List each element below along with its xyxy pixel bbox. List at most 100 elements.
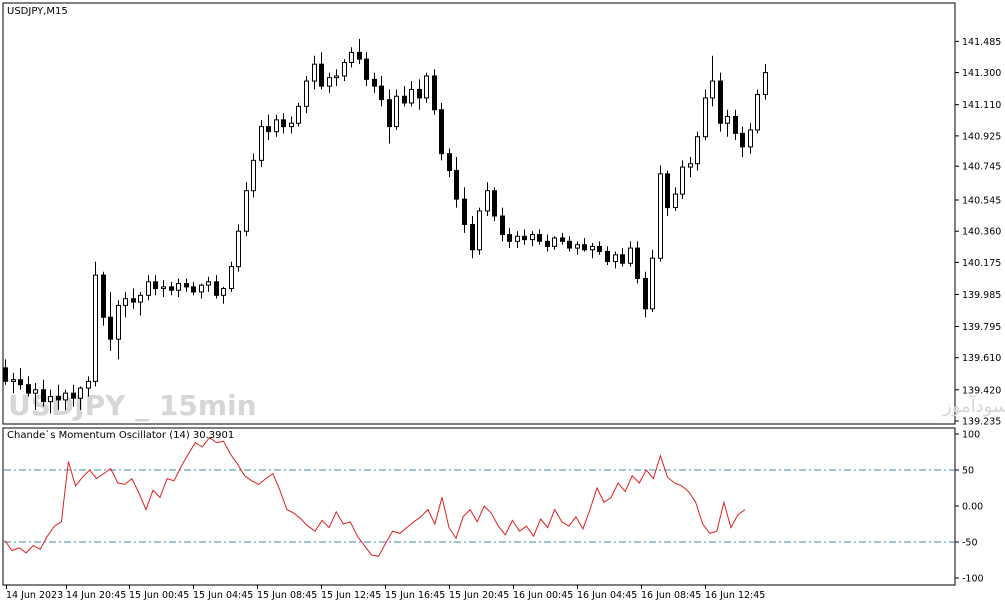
candle (319, 52, 324, 90)
candle (26, 376, 31, 397)
candle (236, 224, 241, 272)
time-tick-label: 14 Jun 2023 (6, 590, 63, 601)
candle (447, 148, 452, 178)
candle (206, 276, 211, 292)
candle (470, 216, 475, 259)
candle (454, 156, 459, 208)
candle (613, 251, 618, 269)
watermark-site: انتشار در سایت سودآموز (942, 394, 1005, 417)
candle (597, 241, 602, 255)
time-tick-label: 15 Jun 20:45 (449, 590, 509, 601)
candle (56, 384, 61, 411)
candle (492, 187, 497, 222)
candle (33, 383, 38, 411)
candle (349, 47, 354, 68)
candle (755, 89, 760, 134)
candle (515, 231, 520, 249)
candle (530, 231, 535, 247)
candle (161, 280, 166, 297)
candle (251, 153, 256, 198)
candle (63, 389, 68, 411)
candle (590, 243, 595, 259)
candle (500, 207, 505, 242)
price-tick-label: 139.420 (962, 385, 1001, 396)
candle (650, 249, 655, 313)
price-tick-label: 139.985 (962, 290, 1001, 301)
candle (507, 227, 512, 249)
candle (364, 52, 369, 87)
candle (665, 170, 670, 217)
price-tick-label: 140.545 (962, 195, 1001, 206)
candle (214, 275, 219, 299)
price-tick-label: 140.175 (962, 258, 1001, 269)
candle (424, 72, 429, 103)
price-tick-label: 140.745 (962, 162, 1001, 173)
price-tick-label: 141.485 (962, 37, 1001, 48)
candle (86, 376, 91, 397)
candle (78, 386, 83, 411)
candle (748, 123, 753, 154)
candle (643, 271, 648, 318)
time-tick-label: 15 Jun 12:45 (321, 590, 381, 601)
candle (221, 286, 226, 304)
candle (635, 241, 640, 284)
candle (153, 275, 158, 296)
candle (628, 241, 633, 267)
candle (123, 291, 128, 318)
candle (688, 156, 693, 178)
candle (763, 64, 768, 100)
candle (733, 109, 738, 141)
candle (552, 236, 557, 250)
candle (710, 55, 715, 107)
candle (740, 126, 745, 157)
candle (695, 131, 700, 171)
candle (575, 241, 580, 255)
candle (485, 182, 490, 217)
indicator-label: Chande`s Momentum Oscillator (14) 30.390… (7, 429, 234, 441)
candle (680, 160, 685, 200)
candle (191, 281, 196, 296)
candle (417, 79, 422, 110)
candle (199, 283, 204, 299)
candle (658, 165, 663, 262)
price-tick-label: 141.300 (962, 68, 1001, 79)
candle (48, 389, 53, 414)
candle (229, 261, 234, 292)
candle (477, 207, 482, 255)
oscillator-tick-label: -50 (962, 538, 978, 549)
main-pane-frame (2, 2, 956, 425)
candle (560, 232, 565, 245)
candle (725, 109, 730, 137)
price-tick-label: 140.925 (962, 131, 1001, 142)
candle (545, 234, 550, 252)
candle (289, 116, 294, 134)
time-tick-label: 15 Jun 08:45 (257, 590, 317, 601)
candle (718, 72, 723, 132)
candle (327, 72, 332, 93)
candle (138, 291, 143, 316)
candle (176, 278, 181, 297)
time-tick-label: 16 Jun 00:45 (513, 590, 573, 601)
candle (522, 229, 527, 245)
candle (71, 384, 76, 407)
candle (93, 261, 98, 387)
watermark-symbol: USDJPY _ 15min (8, 389, 257, 422)
candle (357, 38, 362, 65)
price-tick-label: 141.110 (962, 100, 1001, 111)
candle (703, 89, 708, 141)
candle (342, 59, 347, 82)
candle (432, 69, 437, 115)
candle (18, 367, 23, 390)
candle (296, 102, 301, 127)
candle (394, 89, 399, 130)
candle (537, 229, 542, 245)
candle (41, 379, 46, 407)
candle (131, 288, 136, 309)
candle (439, 102, 444, 161)
candle (673, 187, 678, 211)
time-tick-label: 14 Jun 20:45 (66, 590, 126, 601)
candle (605, 246, 610, 265)
time-tick-label: 16 Jun 08:45 (641, 590, 701, 601)
candle (620, 248, 625, 267)
